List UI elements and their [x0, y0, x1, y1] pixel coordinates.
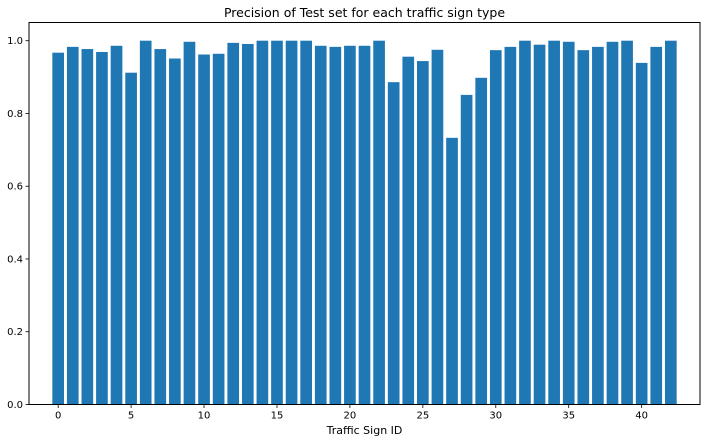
bar-sign-21 [358, 45, 371, 405]
x-axis-label: Traffic Sign ID [326, 424, 403, 437]
y-tick-label: 0.0 [7, 400, 23, 411]
bar-sign-19 [329, 46, 342, 405]
bar-sign-1 [66, 46, 79, 405]
bar-sign-13 [241, 43, 254, 405]
bar-sign-33 [533, 44, 546, 405]
bar-sign-10 [198, 54, 210, 405]
bar-sign-36 [577, 50, 590, 405]
y-tick-label: 0.6 [7, 182, 23, 193]
bar-sign-8 [169, 58, 181, 405]
bar-sign-4 [110, 45, 123, 405]
y-tick-label: 0.4 [7, 254, 23, 265]
bar-sign-7 [154, 49, 167, 405]
plot-area-frame [28, 22, 701, 405]
x-axis-ticks: 0 5 10 15 20 25 30 35 40 [55, 404, 648, 422]
bar-sign-9 [183, 41, 196, 405]
x-tick-label: 25 [416, 411, 429, 422]
bar-sign-41 [650, 46, 663, 405]
bar-sign-15 [271, 40, 283, 405]
bar-sign-22 [373, 40, 385, 405]
x-tick-label: 30 [489, 411, 502, 422]
y-tick-label: 0.2 [7, 327, 23, 338]
bar-sign-26 [431, 49, 444, 405]
bar-sign-0 [52, 52, 65, 405]
x-tick-label: 0 [55, 411, 61, 422]
x-tick-label: 10 [198, 411, 211, 422]
x-tick-label: 15 [271, 411, 284, 422]
bar-sign-35 [562, 41, 575, 405]
chart-title: Precision of Test set for each traffic s… [224, 5, 505, 20]
bar-sign-32 [519, 40, 531, 405]
bar-sign-42 [664, 40, 677, 405]
bar-sign-14 [256, 40, 269, 405]
bars-group [52, 40, 677, 405]
bar-sign-25 [417, 61, 429, 405]
bar-sign-5 [125, 72, 137, 405]
bar-sign-29 [475, 77, 488, 405]
bar-sign-31 [504, 46, 517, 405]
x-tick-label: 20 [344, 411, 357, 422]
bar-sign-2 [81, 49, 94, 405]
bar-sign-16 [285, 40, 298, 405]
bar-sign-37 [592, 46, 604, 405]
bar-sign-34 [548, 40, 560, 405]
bar-sign-17 [300, 40, 312, 405]
bar-sign-38 [606, 41, 619, 405]
bar-sign-6 [139, 40, 152, 405]
y-axis-ticks: 0.0 0.2 0.4 0.6 0.8 1.0 [7, 36, 29, 411]
bar-sign-18 [314, 45, 327, 405]
bar-sign-40 [635, 62, 648, 405]
bar-sign-30 [489, 50, 502, 405]
bar-sign-24 [402, 56, 415, 405]
bar-sign-27 [446, 137, 458, 405]
bar-sign-20 [344, 45, 356, 405]
bar-sign-28 [460, 94, 473, 405]
bar-sign-23 [387, 82, 400, 405]
bar-sign-11 [212, 53, 225, 405]
x-tick-label: 40 [635, 411, 648, 422]
y-tick-label: 0.8 [7, 109, 23, 120]
bar-sign-3 [96, 51, 108, 405]
bar-sign-12 [227, 42, 240, 405]
x-tick-label: 5 [128, 411, 134, 422]
x-tick-label: 35 [562, 411, 575, 422]
bar-sign-39 [621, 40, 633, 405]
y-tick-label: 1.0 [7, 36, 23, 47]
